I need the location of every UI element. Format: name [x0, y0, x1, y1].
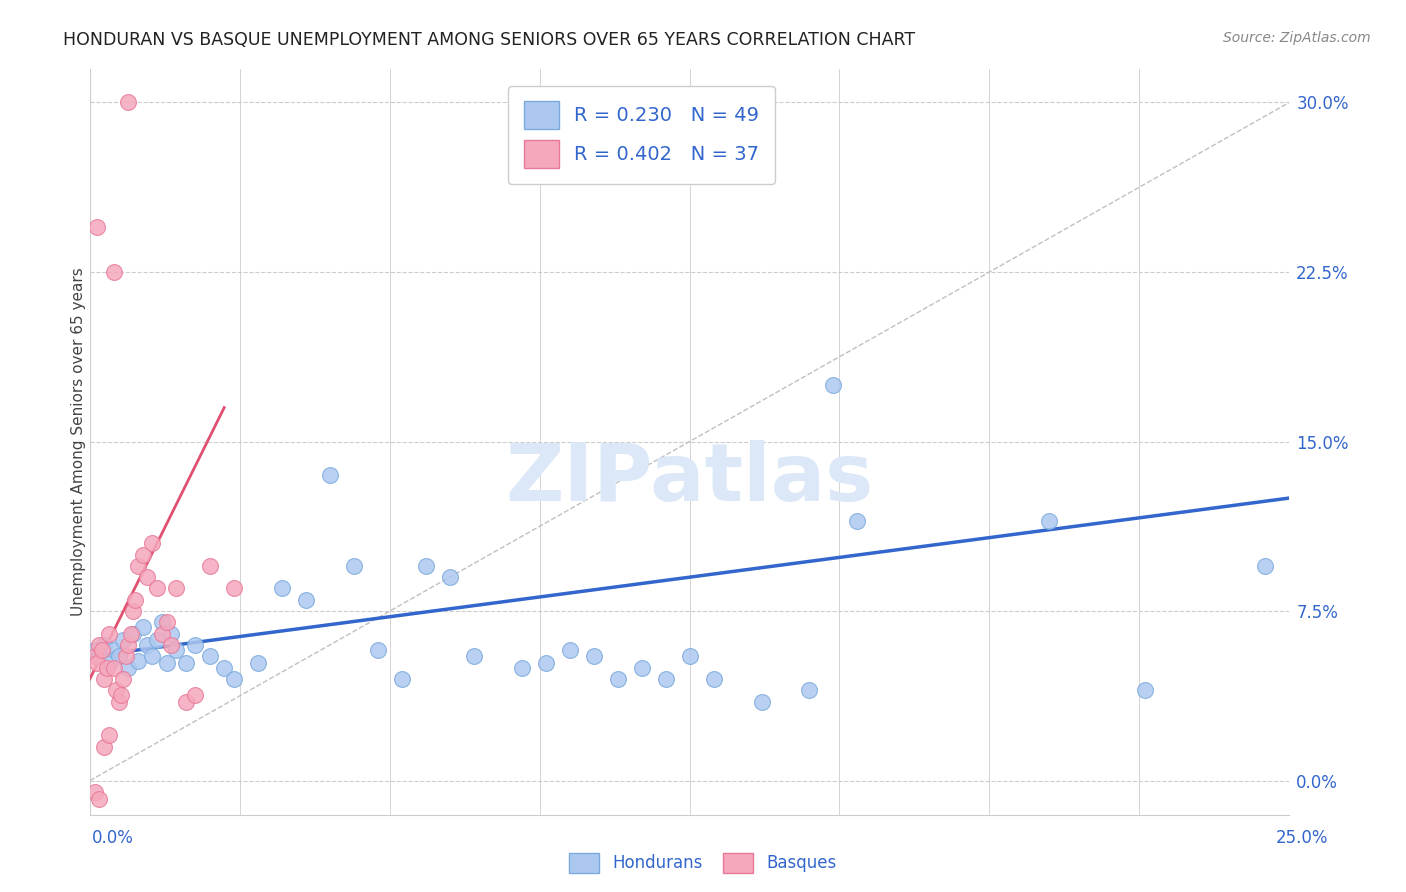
Point: [141, 536, 163, 550]
Text: HONDURAN VS BASQUE UNEMPLOYMENT AMONG SENIORS OVER 65 YEARS CORRELATION CHART: HONDURAN VS BASQUE UNEMPLOYMENT AMONG SE…: [63, 31, 915, 49]
Point: [415, 558, 437, 573]
Point: [117, 638, 139, 652]
Point: [165, 642, 187, 657]
Point: [1254, 558, 1277, 573]
Point: [86, 219, 108, 234]
Point: [83, 649, 105, 664]
Point: [127, 654, 149, 668]
Point: [212, 660, 235, 674]
Point: [124, 592, 146, 607]
Point: [150, 615, 173, 630]
Point: [439, 570, 461, 584]
Point: [294, 592, 316, 607]
Point: [702, 672, 724, 686]
Point: [93, 638, 115, 652]
Point: [1038, 514, 1060, 528]
Point: [131, 620, 153, 634]
Point: [165, 582, 187, 596]
Point: [160, 626, 183, 640]
Point: [184, 688, 207, 702]
Point: [150, 626, 173, 640]
Point: [799, 683, 821, 698]
Point: [558, 642, 581, 657]
Legend: Hondurans, Basques: Hondurans, Basques: [562, 847, 844, 880]
Point: [89, 638, 111, 652]
Point: [174, 694, 197, 708]
Point: [198, 649, 221, 664]
Point: [174, 656, 197, 670]
Point: [112, 633, 135, 648]
Point: [184, 638, 207, 652]
Point: [1135, 683, 1157, 698]
Point: [391, 672, 413, 686]
Point: [98, 626, 121, 640]
Point: [146, 633, 169, 648]
Text: Source: ZipAtlas.com: Source: ZipAtlas.com: [1223, 31, 1371, 45]
Point: [270, 582, 292, 596]
Point: [160, 638, 183, 652]
Text: ZIPatlas: ZIPatlas: [505, 440, 873, 518]
Point: [141, 649, 163, 664]
Legend: R = 0.230   N = 49, R = 0.402   N = 37: R = 0.230 N = 49, R = 0.402 N = 37: [508, 86, 775, 184]
Point: [751, 694, 773, 708]
Text: 0.0%: 0.0%: [91, 829, 134, 847]
Point: [136, 638, 159, 652]
Point: [131, 548, 153, 562]
Point: [534, 656, 557, 670]
Point: [117, 95, 139, 110]
Point: [83, 642, 105, 657]
Point: [630, 660, 652, 674]
Point: [96, 660, 118, 674]
Point: [654, 672, 676, 686]
Point: [846, 514, 869, 528]
Point: [89, 649, 111, 664]
Point: [103, 660, 125, 674]
Point: [222, 672, 245, 686]
Point: [110, 688, 132, 702]
Point: [120, 626, 142, 640]
Point: [98, 728, 121, 742]
Point: [463, 649, 485, 664]
Text: 25.0%: 25.0%: [1277, 829, 1329, 847]
Y-axis label: Unemployment Among Seniors over 65 years: Unemployment Among Seniors over 65 years: [72, 268, 86, 615]
Point: [136, 570, 159, 584]
Point: [83, 785, 105, 799]
Point: [114, 649, 136, 664]
Point: [117, 660, 139, 674]
Point: [107, 694, 129, 708]
Point: [343, 558, 366, 573]
Point: [93, 739, 115, 754]
Point: [103, 642, 125, 657]
Point: [98, 656, 121, 670]
Point: [582, 649, 605, 664]
Point: [146, 582, 169, 596]
Point: [122, 604, 145, 618]
Point: [823, 378, 845, 392]
Point: [156, 656, 179, 670]
Point: [606, 672, 628, 686]
Point: [112, 672, 135, 686]
Point: [198, 558, 221, 573]
Point: [107, 649, 129, 664]
Point: [103, 265, 125, 279]
Point: [156, 615, 179, 630]
Point: [122, 626, 145, 640]
Point: [246, 656, 269, 670]
Point: [222, 582, 245, 596]
Point: [510, 660, 533, 674]
Point: [127, 558, 149, 573]
Point: [367, 642, 389, 657]
Point: [90, 642, 112, 657]
Point: [319, 468, 342, 483]
Point: [678, 649, 700, 664]
Point: [93, 672, 115, 686]
Point: [89, 791, 111, 805]
Point: [105, 683, 128, 698]
Point: [86, 656, 108, 670]
